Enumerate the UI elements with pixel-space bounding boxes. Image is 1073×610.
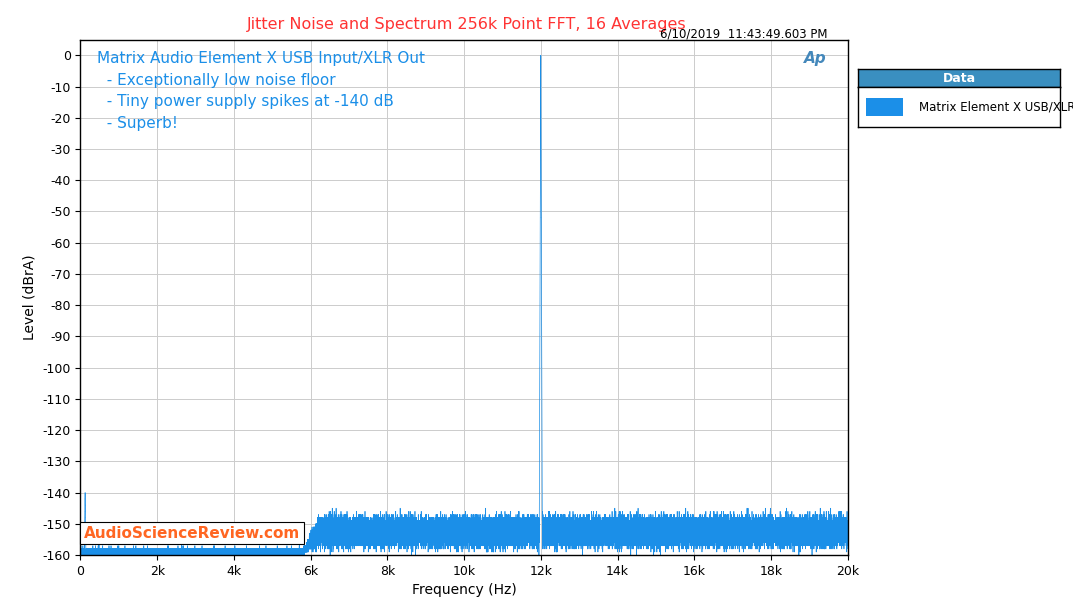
Bar — [867, 98, 902, 116]
Text: Matrix Element X USB/XLR: Matrix Element X USB/XLR — [918, 101, 1073, 113]
Text: 6/10/2019  11:43:49.603 PM: 6/10/2019 11:43:49.603 PM — [660, 27, 827, 40]
Text: AudioScienceReview.com: AudioScienceReview.com — [85, 526, 300, 540]
X-axis label: Frequency (Hz): Frequency (Hz) — [412, 583, 516, 597]
Text: Ap: Ap — [804, 51, 826, 66]
Y-axis label: Level (dBrA): Level (dBrA) — [23, 254, 36, 340]
Text: Matrix Audio Element X USB Input/XLR Out
  - Exceptionally low noise floor
  - T: Matrix Audio Element X USB Input/XLR Out… — [98, 51, 425, 131]
Text: Data: Data — [943, 71, 975, 85]
Text: Jitter Noise and Spectrum 256k Point FFT, 16 Averages: Jitter Noise and Spectrum 256k Point FFT… — [247, 17, 687, 32]
